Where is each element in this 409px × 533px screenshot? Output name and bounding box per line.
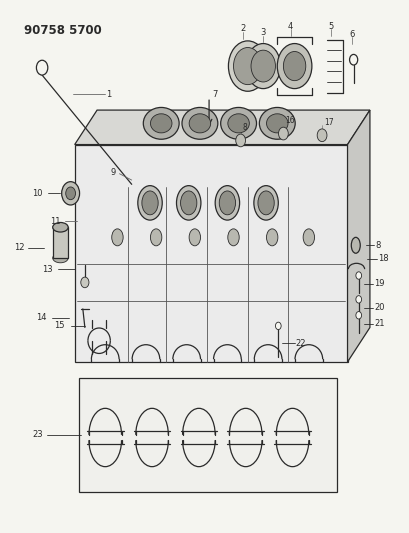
Text: 5: 5 — [328, 22, 333, 31]
Bar — [79, 378, 337, 492]
Circle shape — [235, 134, 245, 147]
Bar — [74, 144, 347, 362]
Circle shape — [349, 54, 357, 65]
Ellipse shape — [150, 114, 171, 133]
Ellipse shape — [259, 108, 294, 139]
Text: 2: 2 — [240, 25, 245, 34]
Ellipse shape — [215, 185, 239, 220]
Text: 15: 15 — [54, 321, 65, 330]
Ellipse shape — [266, 114, 288, 133]
Text: 8: 8 — [374, 241, 380, 250]
Ellipse shape — [142, 191, 158, 215]
Text: 7: 7 — [211, 90, 217, 99]
Text: 17: 17 — [324, 117, 333, 126]
Circle shape — [355, 272, 361, 279]
Ellipse shape — [276, 44, 311, 88]
Polygon shape — [347, 110, 369, 362]
Ellipse shape — [253, 185, 278, 220]
Ellipse shape — [189, 229, 200, 246]
Ellipse shape — [302, 229, 314, 246]
Ellipse shape — [283, 52, 305, 80]
Text: 1: 1 — [106, 90, 111, 99]
Circle shape — [81, 277, 89, 288]
Text: 90758 5700: 90758 5700 — [24, 23, 101, 37]
Bar — [53, 227, 68, 258]
Ellipse shape — [233, 47, 261, 85]
Circle shape — [61, 182, 79, 205]
Text: 21: 21 — [373, 319, 384, 328]
Text: 20: 20 — [373, 303, 384, 312]
Ellipse shape — [176, 185, 200, 220]
Circle shape — [355, 312, 361, 319]
Circle shape — [317, 129, 326, 142]
Circle shape — [275, 322, 281, 329]
Text: 16: 16 — [285, 116, 294, 125]
Ellipse shape — [182, 108, 217, 139]
Text: 22: 22 — [295, 339, 306, 348]
Text: 6: 6 — [348, 30, 353, 39]
Circle shape — [36, 60, 48, 75]
Text: 13: 13 — [42, 265, 53, 273]
Ellipse shape — [53, 253, 68, 263]
Ellipse shape — [180, 191, 196, 215]
Polygon shape — [74, 110, 369, 144]
Ellipse shape — [112, 229, 123, 246]
Ellipse shape — [227, 229, 238, 246]
Ellipse shape — [351, 237, 360, 253]
Text: 19: 19 — [373, 279, 384, 288]
Circle shape — [65, 187, 75, 200]
Ellipse shape — [53, 222, 68, 232]
Text: 12: 12 — [13, 244, 24, 253]
Ellipse shape — [250, 50, 275, 82]
Circle shape — [355, 296, 361, 303]
Ellipse shape — [257, 191, 274, 215]
Ellipse shape — [150, 229, 162, 246]
Ellipse shape — [220, 108, 256, 139]
Ellipse shape — [143, 108, 179, 139]
Circle shape — [278, 127, 288, 140]
Text: 4: 4 — [287, 22, 292, 31]
Text: 8: 8 — [242, 123, 247, 132]
Text: 23: 23 — [32, 430, 43, 439]
Text: 9: 9 — [110, 167, 115, 176]
Ellipse shape — [219, 191, 235, 215]
Text: 14: 14 — [36, 313, 46, 322]
Text: 11: 11 — [50, 217, 61, 226]
Ellipse shape — [227, 114, 249, 133]
Text: 3: 3 — [260, 28, 265, 37]
Text: 10: 10 — [32, 189, 42, 198]
Ellipse shape — [137, 185, 162, 220]
Ellipse shape — [245, 44, 280, 88]
Ellipse shape — [266, 229, 277, 246]
Text: 18: 18 — [377, 254, 388, 263]
Ellipse shape — [228, 41, 266, 91]
Ellipse shape — [189, 114, 210, 133]
